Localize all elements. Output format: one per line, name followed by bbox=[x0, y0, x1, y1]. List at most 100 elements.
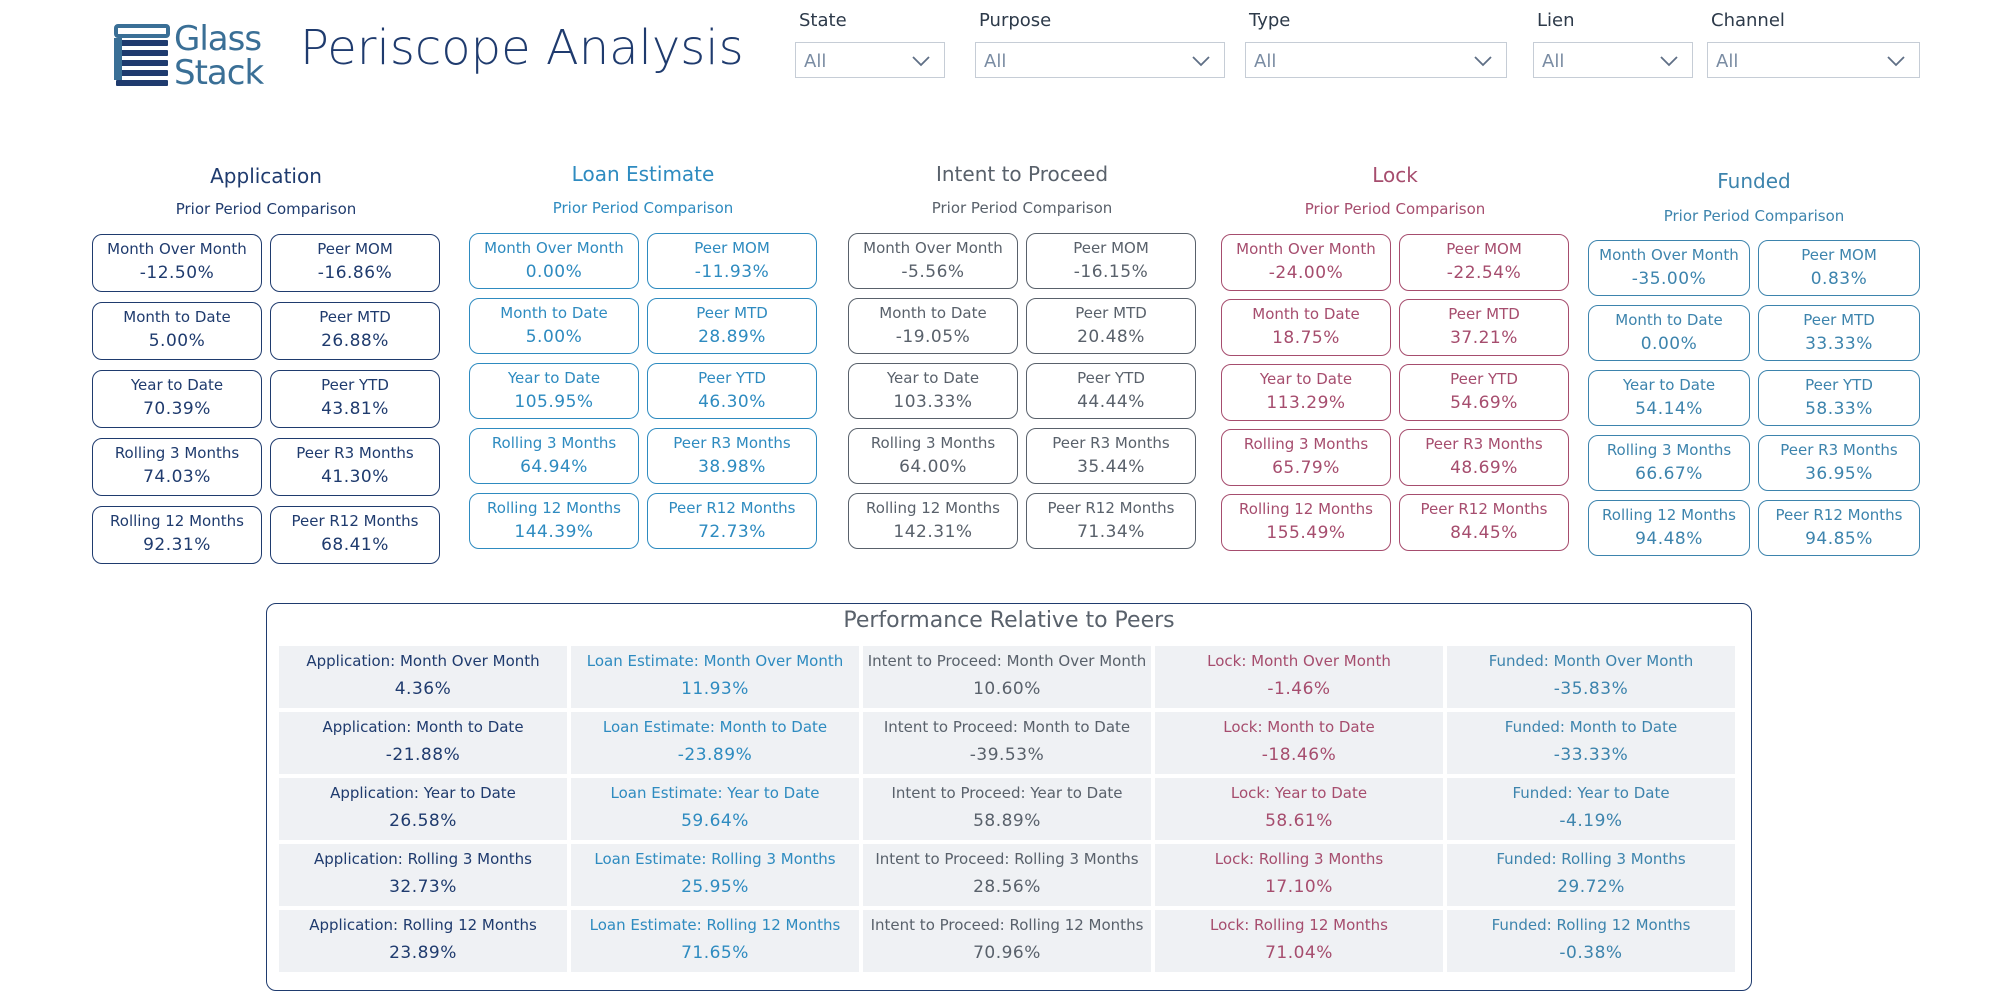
kpi-card: Month to Date 5.00% bbox=[92, 302, 262, 360]
kpi-label: Peer MOM bbox=[1073, 239, 1149, 257]
kpi-label: Peer YTD bbox=[698, 369, 766, 387]
performance-label: Lock: Rolling 12 Months bbox=[1210, 916, 1388, 934]
kpi-label: Peer R12 Months bbox=[291, 512, 419, 530]
performance-cell: Lock: Month Over Month -1.46% bbox=[1155, 646, 1443, 708]
performance-value: -23.89% bbox=[677, 745, 753, 765]
performance-label: Funded: Rolling 3 Months bbox=[1496, 850, 1686, 868]
kpi-value: 105.95% bbox=[514, 392, 594, 412]
kpi-value: 35.44% bbox=[1077, 457, 1145, 477]
performance-value: 17.10% bbox=[1265, 877, 1333, 897]
kpi-card: Peer MOM -16.86% bbox=[270, 234, 440, 292]
kpi-value: 18.75% bbox=[1272, 328, 1340, 348]
kpi-card: Peer MTD 28.89% bbox=[647, 298, 817, 354]
performance-value: -0.38% bbox=[1559, 943, 1623, 963]
performance-cell: Application: Rolling 12 Months 23.89% bbox=[279, 910, 567, 972]
kpi-value: 155.49% bbox=[1266, 523, 1346, 543]
filter-selected-value: All bbox=[1254, 51, 1277, 72]
stage-title: Application bbox=[210, 164, 322, 188]
kpi-value: -24.00% bbox=[1268, 263, 1344, 283]
kpi-value: -16.15% bbox=[1073, 262, 1149, 282]
performance-cell: Funded: Month to Date -33.33% bbox=[1447, 712, 1735, 774]
performance-label: Application: Month Over Month bbox=[306, 652, 540, 670]
kpi-value: 58.33% bbox=[1805, 399, 1873, 419]
kpi-label: Month to Date bbox=[123, 308, 231, 326]
filter-dropdown[interactable]: All bbox=[795, 42, 945, 78]
filter-dropdown[interactable]: All bbox=[975, 42, 1225, 78]
performance-value: 29.72% bbox=[1557, 877, 1625, 897]
performance-value: 58.89% bbox=[973, 811, 1041, 831]
kpi-value: 5.00% bbox=[525, 327, 583, 347]
filter-dropdown[interactable]: All bbox=[1533, 42, 1693, 78]
kpi-label: Peer R3 Months bbox=[1425, 435, 1543, 453]
kpi-value: 94.85% bbox=[1805, 529, 1873, 549]
kpi-label: Rolling 3 Months bbox=[1606, 441, 1732, 459]
chevron-down-icon bbox=[912, 55, 930, 67]
performance-label: Application: Year to Date bbox=[330, 784, 516, 802]
kpi-label: Rolling 12 Months bbox=[866, 499, 1000, 517]
kpi-value: 142.31% bbox=[893, 522, 973, 542]
kpi-card: Peer YTD 54.69% bbox=[1399, 364, 1569, 421]
kpi-value: 66.67% bbox=[1635, 464, 1703, 484]
filter-dropdown[interactable]: All bbox=[1245, 42, 1507, 78]
kpi-value: 48.69% bbox=[1450, 458, 1518, 478]
kpi-card: Rolling 3 Months 65.79% bbox=[1221, 429, 1391, 486]
performance-value: 23.89% bbox=[389, 943, 457, 963]
kpi-label: Peer MOM bbox=[694, 239, 770, 257]
performance-cell: Application: Year to Date 26.58% bbox=[279, 778, 567, 840]
kpi-label: Peer MOM bbox=[317, 240, 393, 258]
stage-title: Loan Estimate bbox=[571, 162, 715, 186]
kpi-value: 43.81% bbox=[321, 399, 389, 419]
kpi-card: Peer R3 Months 35.44% bbox=[1026, 428, 1196, 484]
performance-label: Loan Estimate: Month to Date bbox=[602, 718, 828, 736]
filter-selected-value: All bbox=[984, 51, 1007, 72]
stage-subtitle: Prior Period Comparison bbox=[931, 199, 1113, 217]
kpi-label: Month Over Month bbox=[107, 240, 247, 258]
kpi-card: Peer MOM 0.83% bbox=[1758, 240, 1920, 296]
stage-title: Lock bbox=[1372, 163, 1418, 187]
kpi-label: Peer MTD bbox=[1448, 305, 1520, 323]
filter-dropdown[interactable]: All bbox=[1707, 42, 1920, 78]
performance-value: 11.93% bbox=[681, 679, 749, 699]
kpi-value: 36.95% bbox=[1805, 464, 1873, 484]
performance-value: 4.36% bbox=[394, 679, 452, 699]
performance-value: -18.46% bbox=[1261, 745, 1337, 765]
kpi-label: Peer MTD bbox=[319, 308, 391, 326]
performance-cell: Lock: Year to Date 58.61% bbox=[1155, 778, 1443, 840]
performance-cell: Loan Estimate: Rolling 12 Months 71.65% bbox=[571, 910, 859, 972]
performance-cell: Loan Estimate: Month Over Month 11.93% bbox=[571, 646, 859, 708]
kpi-label: Month to Date bbox=[1615, 311, 1723, 329]
performance-cell: Intent to Proceed: Year to Date 58.89% bbox=[863, 778, 1151, 840]
performance-cell: Application: Month to Date -21.88% bbox=[279, 712, 567, 774]
kpi-card: Year to Date 113.29% bbox=[1221, 364, 1391, 421]
kpi-value: 54.69% bbox=[1450, 393, 1518, 413]
kpi-value: 65.79% bbox=[1272, 458, 1340, 478]
performance-label: Funded: Month to Date bbox=[1504, 718, 1678, 736]
kpi-label: Rolling 3 Months bbox=[870, 434, 996, 452]
kpi-value: 94.48% bbox=[1635, 529, 1703, 549]
kpi-value: 103.33% bbox=[893, 392, 973, 412]
performance-panel: Performance Relative to Peers Applicatio… bbox=[266, 603, 1752, 991]
chevron-down-icon bbox=[1474, 55, 1492, 67]
performance-value: -33.33% bbox=[1553, 745, 1629, 765]
kpi-label: Year to Date bbox=[1259, 370, 1353, 388]
kpi-value: -22.54% bbox=[1446, 263, 1522, 283]
performance-value: -35.83% bbox=[1553, 679, 1629, 699]
kpi-value: 20.48% bbox=[1077, 327, 1145, 347]
kpi-value: 37.21% bbox=[1450, 328, 1518, 348]
filter-label: State bbox=[799, 10, 847, 31]
kpi-label: Rolling 12 Months bbox=[1239, 500, 1373, 518]
stage-title: Funded bbox=[1717, 169, 1791, 193]
kpi-card: Peer YTD 43.81% bbox=[270, 370, 440, 428]
kpi-card: Month to Date 0.00% bbox=[1588, 305, 1750, 361]
performance-label: Lock: Rolling 3 Months bbox=[1214, 850, 1384, 868]
kpi-label: Peer R3 Months bbox=[296, 444, 414, 462]
performance-cell: Application: Rolling 3 Months 32.73% bbox=[279, 844, 567, 906]
performance-label: Lock: Month Over Month bbox=[1207, 652, 1391, 670]
kpi-card: Peer R12 Months 94.85% bbox=[1758, 500, 1920, 556]
kpi-value: 38.98% bbox=[698, 457, 766, 477]
kpi-card: Year to Date 105.95% bbox=[469, 363, 639, 419]
kpi-label: Month Over Month bbox=[484, 239, 624, 257]
performance-cell: Loan Estimate: Rolling 3 Months 25.95% bbox=[571, 844, 859, 906]
glass-stack-logo: Glass Stack bbox=[114, 20, 274, 92]
kpi-value: -5.56% bbox=[901, 262, 965, 282]
